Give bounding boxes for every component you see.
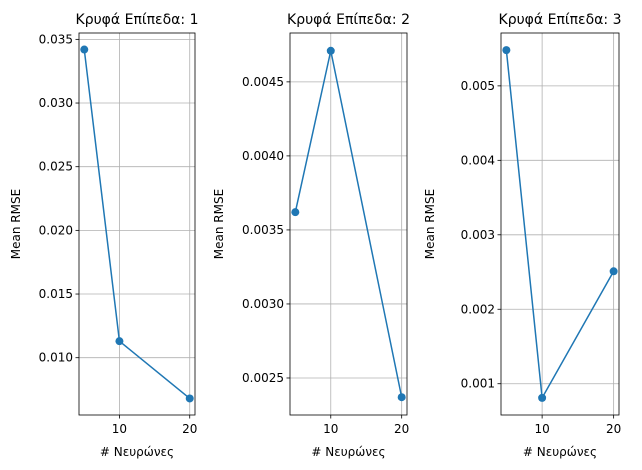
y-tick-label: 0.035: [39, 32, 73, 46]
data-point: [326, 46, 335, 55]
x-axis-label: # Νευρώνες: [100, 445, 174, 459]
y-tick-label: 0.002: [461, 302, 495, 316]
y-tick-label: 0.0040: [242, 149, 284, 163]
axes-frame: [78, 32, 196, 416]
y-tick-label: 0.010: [39, 351, 73, 365]
y-tick-label: 0.020: [39, 223, 73, 237]
series-line: [505, 50, 615, 401]
data-point: [115, 337, 124, 346]
y-axis-label: Mean RMSE: [212, 189, 226, 259]
chart-title: Κρυφά Επίπεδα: 1: [76, 12, 199, 28]
x-tick-label: 10: [534, 422, 549, 436]
x-tick-label: 20: [394, 422, 409, 436]
x-tick-label: 20: [182, 422, 197, 436]
axes-frame: [500, 32, 620, 416]
y-tick-label: 0.0035: [242, 223, 284, 237]
data-point: [609, 267, 618, 276]
y-tick-label: 0.005: [461, 79, 495, 93]
chart-panel-1: 10 20 0.010 0.015 0.020 0.025 0.030 0.035Κρυφά …: [9, 12, 198, 459]
y-tick-label: 0.030: [39, 96, 73, 110]
data-point: [397, 393, 406, 402]
y-axis-label: Mean RMSE: [423, 189, 437, 259]
chart-title: Κρυφά Επίπεδα: 2: [287, 12, 410, 28]
y-axis-label: Mean RMSE: [9, 189, 23, 259]
x-axis-label: # Νευρώνες: [311, 445, 385, 459]
x-axis-label: # Νευρώνες: [523, 445, 597, 459]
y-tick-label: 0.001: [461, 377, 495, 391]
y-tick-label: 0.003: [461, 228, 495, 242]
data-point: [185, 394, 194, 403]
data-point: [80, 45, 89, 54]
data-point: [502, 46, 511, 55]
chart-title: Κρυφά Επίπεδα: 3: [499, 12, 622, 28]
chart-panel-2: 10 20 0.0025 0.0030 0.0035 0.0040 0.0045 Κρυφά …: [212, 12, 410, 459]
series-line: [83, 49, 191, 400]
x-tick-label: 10: [323, 422, 338, 436]
y-tick-label: 0.025: [39, 160, 73, 174]
x-tick-label: 10: [112, 422, 127, 436]
data-point: [538, 393, 547, 402]
series-line: [294, 50, 403, 398]
axes-frame: [289, 32, 408, 416]
y-tick-label: 0.0025: [242, 371, 284, 385]
y-tick-label: 0.004: [461, 153, 495, 167]
y-tick-label: 0.015: [39, 287, 73, 301]
chart-panel-3: 10 20 0.001 0.002 0.003 0.004 0.005 Κρυφά Επίπε…: [423, 12, 621, 459]
y-tick-label: 0.0030: [242, 297, 284, 311]
x-tick-label: 20: [606, 422, 621, 436]
data-point: [291, 208, 300, 217]
y-tick-label: 0.0045: [242, 75, 284, 89]
